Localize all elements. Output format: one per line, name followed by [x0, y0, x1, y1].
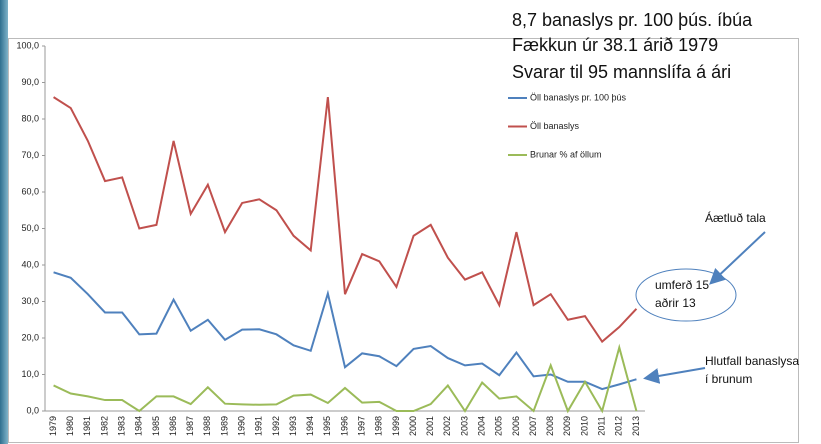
x-tick-label: 2007	[528, 416, 538, 436]
chart-frame	[8, 38, 799, 443]
series-line	[53, 271, 637, 391]
x-tick-label: 2008	[545, 416, 555, 436]
y-tick-label: 50,0	[21, 223, 39, 233]
annotation: Fækkun úr 38.1 árið 1979	[512, 35, 718, 55]
ellipse	[635, 268, 737, 322]
side-strip	[0, 0, 8, 444]
annotation: í brunum	[705, 372, 752, 386]
x-tick-label: 1993	[288, 416, 298, 436]
x-tick-label: 1983	[117, 416, 127, 436]
y-tick-label: 0,0	[26, 405, 39, 415]
x-tick-label: 2005	[494, 416, 504, 436]
annotation: 8,7 banaslys pr. 100 þús. íbúa	[512, 10, 753, 30]
x-tick-label: 2001	[425, 416, 435, 436]
y-tick-label: 100,0	[16, 40, 39, 50]
y-tick-label: 90,0	[21, 77, 39, 87]
series-line	[53, 343, 638, 414]
y-tick-label: 30,0	[21, 296, 39, 306]
x-tick-label: 1990	[237, 416, 247, 436]
x-tick-label: 1994	[305, 416, 315, 436]
x-tick-label: 1995	[322, 416, 332, 436]
legend-label: Brunar % af öllum	[530, 149, 602, 159]
x-tick-label: 1998	[374, 416, 384, 436]
x-tick-label: 1986	[168, 416, 178, 436]
arrow	[643, 367, 706, 384]
annotation: Hlutfall banaslysa	[705, 354, 799, 368]
x-tick-label: 1992	[271, 416, 281, 436]
x-tick-label: 2013	[631, 416, 641, 436]
x-tick-label: 2004	[477, 416, 487, 436]
x-tick-label: 2011	[597, 416, 607, 435]
x-tick-label: 1979	[48, 416, 58, 436]
x-tick-label: 1984	[134, 416, 144, 436]
x-tick-label: 1987	[185, 416, 195, 436]
annotation: aðrir 13	[655, 296, 696, 310]
annotation: umferð 15	[655, 278, 709, 292]
series-line	[53, 96, 638, 344]
x-tick-label: 1997	[357, 416, 367, 436]
x-tick-label: 1991	[254, 416, 264, 436]
x-tick-label: 1981	[82, 416, 92, 436]
x-tick-label: 2010	[579, 416, 589, 436]
y-tick-label: 80,0	[21, 113, 39, 123]
annotation: Áætluð tala	[705, 210, 766, 225]
legend-label: Öll banaslys	[530, 121, 580, 131]
x-tick-label: 2006	[511, 416, 521, 436]
x-tick-label: 1982	[99, 416, 109, 436]
x-tick-label: 1989	[219, 416, 229, 436]
x-tick-label: 2012	[614, 416, 624, 436]
x-tick-label: 2002	[442, 416, 452, 436]
x-tick-label: 2009	[562, 416, 572, 436]
annotation: Svarar til 95 mannslífa á ári	[512, 62, 731, 82]
legend-label: Öll banaslys pr. 100 þús	[530, 92, 627, 102]
x-tick-label: 2000	[408, 416, 418, 436]
x-tick-label: 1996	[339, 416, 349, 436]
y-tick-label: 60,0	[21, 186, 39, 196]
arrow	[709, 231, 766, 285]
x-tick-label: 2003	[459, 416, 469, 436]
y-tick-label: 40,0	[21, 259, 39, 269]
x-tick-label: 1999	[391, 416, 401, 436]
y-tick-label: 70,0	[21, 150, 39, 160]
x-tick-label: 1985	[151, 416, 161, 436]
x-tick-label: 1980	[65, 416, 75, 436]
y-tick-label: 20,0	[21, 332, 39, 342]
y-tick-label: 10,0	[21, 369, 39, 379]
x-tick-label: 1988	[202, 416, 212, 436]
